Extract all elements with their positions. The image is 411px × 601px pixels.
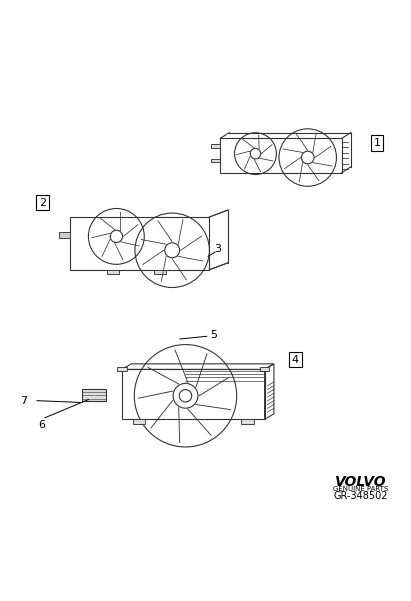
Bar: [133, 419, 145, 424]
Bar: [81, 389, 106, 401]
Bar: [241, 419, 254, 424]
Bar: [154, 270, 166, 274]
Bar: [211, 144, 220, 148]
Text: 2: 2: [39, 198, 46, 207]
Text: VOLVO: VOLVO: [335, 475, 386, 489]
Bar: [59, 231, 70, 239]
Text: 7: 7: [20, 395, 28, 406]
Text: 4: 4: [292, 355, 299, 365]
Text: GENUINE PARTS: GENUINE PARTS: [333, 486, 388, 492]
Text: GR-348502: GR-348502: [333, 490, 388, 501]
Text: 3: 3: [214, 245, 221, 254]
Bar: [107, 270, 120, 274]
Text: 5: 5: [210, 330, 217, 340]
Bar: [117, 367, 127, 371]
Text: 1: 1: [374, 138, 381, 148]
Text: 6: 6: [39, 420, 46, 430]
Bar: [211, 159, 220, 162]
Bar: [260, 367, 269, 371]
